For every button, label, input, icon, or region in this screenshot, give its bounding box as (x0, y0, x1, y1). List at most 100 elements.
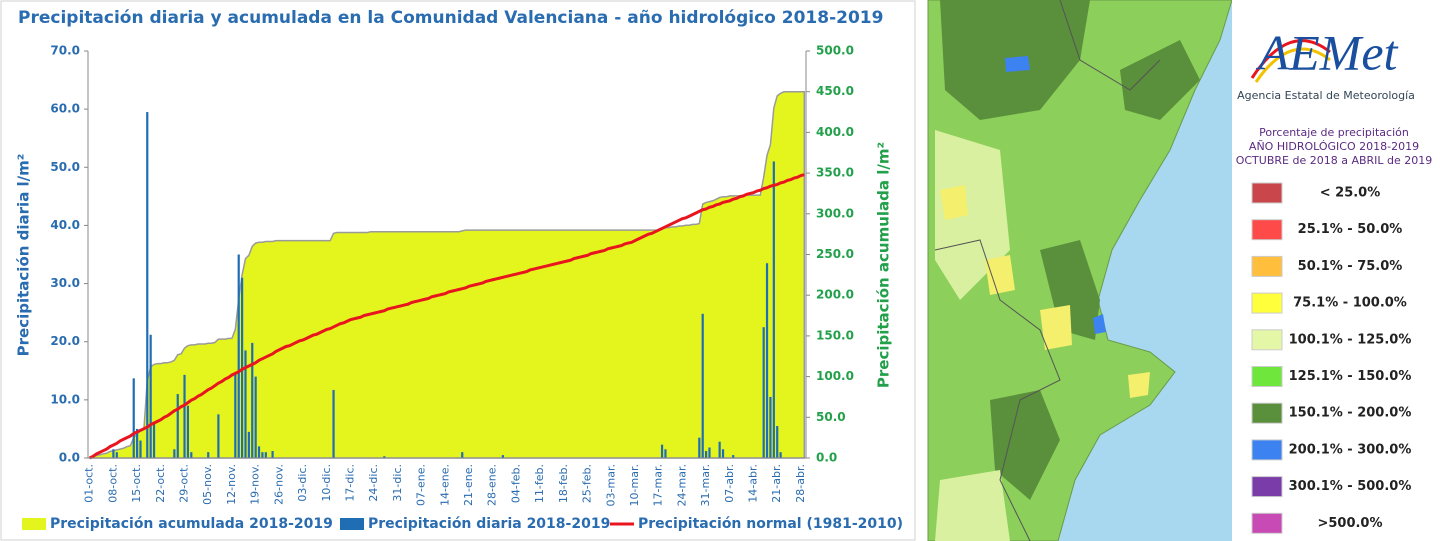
x-tick-label: 01-oct. (83, 464, 96, 503)
y2-axis-title: Precipitación acumulada l/m² (875, 142, 893, 388)
y2-tick-label: 450.0 (816, 84, 854, 98)
map-legend-label: 75.1% - 100.0% (1293, 296, 1407, 311)
bar (248, 432, 250, 458)
map-legend-label: 300.1% - 500.0% (1289, 479, 1412, 494)
bar (190, 452, 192, 458)
bar (234, 374, 236, 458)
y-axis-title: Precipitación diaria l/m² (15, 154, 33, 357)
x-tick-label: 12-nov. (225, 464, 238, 505)
y-tick-label: 20.0 (50, 334, 80, 348)
bar (238, 255, 240, 459)
map-legend-label: 100.1% - 125.0% (1289, 332, 1412, 347)
bar (146, 112, 148, 458)
y-tick-label: 60.0 (50, 102, 80, 116)
x-tick-label: 17-mar. (652, 464, 665, 506)
bar (261, 452, 263, 458)
x-tick-label: 24-dic. (367, 464, 380, 502)
y-tick-label: 0.0 (59, 451, 80, 465)
map-title: Porcentaje de precipitación (1259, 126, 1409, 139)
logo-text: AEMet (1256, 24, 1399, 80)
map-legend-label: < 25.0% (1320, 186, 1381, 201)
x-tick-label: 21-ene. (462, 464, 475, 506)
x-tick-label: 15-oct. (130, 464, 143, 503)
x-tick-label: 19-nov. (249, 464, 262, 505)
x-tick-label: 25-feb. (581, 464, 594, 503)
bar (332, 390, 334, 458)
bar (763, 327, 765, 458)
bar (705, 451, 707, 458)
x-tick-label: 11-feb. (533, 464, 546, 503)
x-tick-label: 03-dic. (296, 464, 309, 502)
map-legend-label: 150.1% - 200.0% (1289, 406, 1412, 421)
map-legend-swatch (1252, 477, 1282, 497)
y-tick-label: 40.0 (50, 218, 80, 232)
region-yellow (940, 185, 968, 220)
bar (271, 451, 273, 458)
map-panel: AEMet Agencia Estatal de Meteorología Po… (928, 0, 1440, 541)
bar (133, 378, 135, 458)
map-legend-swatch (1252, 256, 1282, 276)
map-legend-label: 200.1% - 300.0% (1289, 442, 1412, 457)
map-legend-label: 50.1% - 75.0% (1298, 259, 1403, 274)
x-tick-label: 26-nov. (272, 464, 285, 505)
bar (698, 438, 700, 458)
bar (177, 394, 179, 458)
map-legend-swatch (1252, 440, 1282, 460)
y2-tick-label: 200.0 (816, 288, 854, 302)
region-blue (1005, 56, 1030, 72)
y2-tick-label: 100.0 (816, 369, 854, 383)
x-tick-label: 03-mar. (604, 464, 617, 506)
x-tick-label: 31-dic. (391, 464, 404, 502)
map-legend-swatch (1252, 403, 1282, 423)
x-tick-label: 29-oct. (178, 464, 191, 503)
bar (702, 314, 704, 458)
region-yellow (1128, 372, 1150, 398)
bar (708, 448, 710, 458)
bar (217, 414, 219, 458)
bar (139, 441, 141, 458)
x-tick-label: 22-oct. (154, 464, 167, 503)
y2-tick-label: 150.0 (816, 328, 854, 342)
bar (183, 375, 185, 458)
bar (265, 452, 267, 458)
bar (255, 377, 257, 458)
x-tick-label: 31-mar. (699, 464, 712, 506)
x-tick-label: 14-abr. (747, 464, 760, 503)
bar (116, 452, 118, 458)
bar (153, 423, 155, 458)
map-legend-swatch (1252, 330, 1282, 350)
agency-name: Agencia Estatal de Meteorología (1237, 89, 1415, 102)
bar (722, 449, 724, 458)
bar (461, 452, 463, 458)
map-legend-label: 25.1% - 50.0% (1298, 222, 1403, 237)
bar (664, 449, 666, 458)
chart-title: Precipitación diaria y acumulada en la C… (18, 8, 883, 28)
y-tick-label: 10.0 (50, 392, 80, 406)
bar (258, 446, 260, 458)
x-tick-label: 10-mar. (628, 464, 641, 506)
y-tick-label: 30.0 (50, 276, 80, 290)
bar (773, 161, 775, 458)
bar (766, 263, 768, 458)
x-tick-label: 07-ene. (415, 464, 428, 506)
bar (173, 449, 175, 458)
y2-tick-label: 400.0 (816, 125, 854, 139)
bar (661, 445, 663, 458)
x-tick-label: 28-ene. (486, 464, 499, 506)
map-title: OCTUBRE de 2018 a ABRIL de 2019 (1236, 154, 1433, 167)
map-legend-label: 125.1% - 150.0% (1289, 369, 1412, 384)
bar (251, 343, 253, 458)
y2-tick-label: 250.0 (816, 247, 854, 261)
x-tick-label: 24-mar. (675, 464, 688, 506)
x-tick-label: 21-abr. (770, 464, 783, 503)
bar (187, 406, 189, 458)
page: Precipitación diaria y acumulada en la C… (0, 0, 1440, 541)
bar (779, 452, 781, 458)
y2-tick-label: 300.0 (816, 206, 854, 220)
x-tick-label: 17-dic. (343, 464, 356, 502)
legend-label: Precipitación acumulada 2018-2019 (50, 516, 333, 532)
legend-label: Precipitación normal (1981-2010) (638, 516, 903, 532)
y2-tick-label: 0.0 (816, 451, 837, 465)
x-tick-label: 14-ene. (438, 464, 451, 506)
y2-tick-label: 350.0 (816, 166, 854, 180)
